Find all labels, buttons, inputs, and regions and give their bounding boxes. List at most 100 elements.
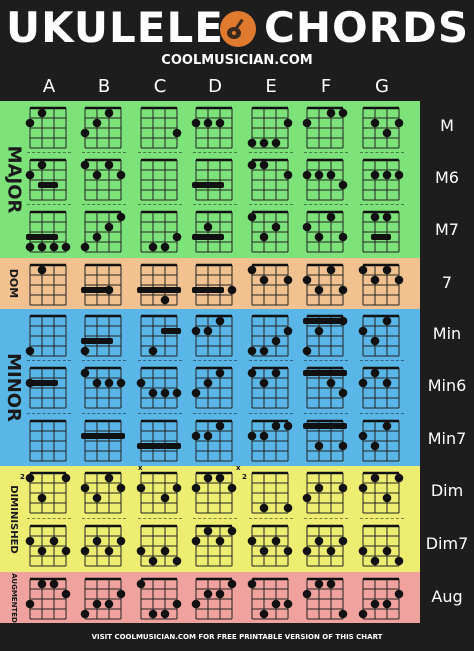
row-separator [360,152,404,153]
finger-dot [92,493,102,503]
chord-diagram [302,577,348,620]
barre-bar [303,423,347,429]
chord-diagram [136,524,182,567]
finger-dot [104,222,114,232]
chord-diagram [136,471,182,514]
finger-dot [25,242,35,252]
row-separator [249,204,293,205]
finger-dot [302,118,312,128]
finger-dot [358,431,368,441]
finger-dot [338,316,348,326]
finger-dot [160,609,170,619]
finger-dot [203,589,213,599]
row-separator [82,360,126,361]
chord-diagram [191,419,233,462]
chord-diagram [191,577,237,620]
finger-dot [302,222,312,232]
finger-dot [247,536,257,546]
chord-diagram [302,263,348,306]
finger-dot [61,589,71,599]
muted-string-marker: x [138,464,143,472]
finger-dot [394,556,404,566]
chord-diagram [137,419,181,462]
chord-diagram [362,106,404,149]
finger-dot [49,536,59,546]
finger-dot [271,138,281,148]
chord-diagram [80,524,126,567]
finger-dot [259,346,269,356]
finger-dot [283,546,293,556]
finger-dot [370,473,380,483]
fret-number-marker: 2 [20,473,25,481]
finger-dot [203,473,213,483]
finger-dot [92,378,102,388]
chord-diagram [358,524,404,567]
finger-dot [61,473,71,483]
finger-dot [61,242,71,252]
chord-diagram [80,314,122,357]
row-label-m7: M7 [435,220,459,239]
row-separator [360,413,404,414]
row-separator [138,152,182,153]
chord-diagram [302,158,348,201]
chord-diagram [302,524,348,567]
barre-bar [137,287,181,293]
chord-diagram [80,577,126,620]
row-separator [82,152,126,153]
finger-dot [92,536,102,546]
finger-dot [172,388,182,398]
barre-bar [38,182,58,188]
row-label-dim: Dim [430,481,464,500]
finger-dot [338,441,348,451]
barre-bar [303,370,347,376]
finger-dot [37,108,47,118]
finger-dot [92,232,102,242]
finger-dot [160,388,170,398]
row-separator [304,413,348,414]
chord-diagram [358,419,400,462]
finger-dot [247,579,257,589]
row-separator [82,413,126,414]
finger-dot [172,483,182,493]
finger-dot [148,242,158,252]
finger-dot [160,493,170,503]
row-label-m: M [440,116,454,135]
finger-dot [283,503,293,513]
chord-diagram [358,577,404,620]
barre-bar [371,234,391,240]
chord-diagram [303,366,348,409]
finger-dot [215,536,225,546]
row-separator [138,204,182,205]
section-label-dom: DOM [7,268,20,299]
finger-dot [116,589,126,599]
section-label-diminished: DIMINISHED [8,484,19,554]
finger-dot [104,285,114,295]
finger-dot [271,599,281,609]
chord-diagram [25,314,67,357]
finger-dot [247,368,257,378]
chord-diagram [191,471,237,514]
chord-diagram [358,314,400,357]
row-separator [27,204,71,205]
finger-dot [116,536,126,546]
finger-dot [247,212,257,222]
title-chords: CHORDS [264,3,470,52]
row-separator [360,204,404,205]
chord-diagram [80,158,126,201]
finger-dot [80,242,90,252]
finger-dot [283,599,293,609]
row-separator [27,413,71,414]
finger-dot [116,170,126,180]
finger-dot [37,579,47,589]
finger-dot [227,526,237,536]
finger-dot [259,275,269,285]
finger-dot [136,378,146,388]
row-separator [193,152,237,153]
finger-dot [203,222,213,232]
barre-bar [303,318,347,324]
finger-dot [394,170,404,180]
column-f: F [320,76,332,97]
chord-diagram [80,106,122,149]
finger-dot [302,346,312,356]
finger-dot [271,421,281,431]
